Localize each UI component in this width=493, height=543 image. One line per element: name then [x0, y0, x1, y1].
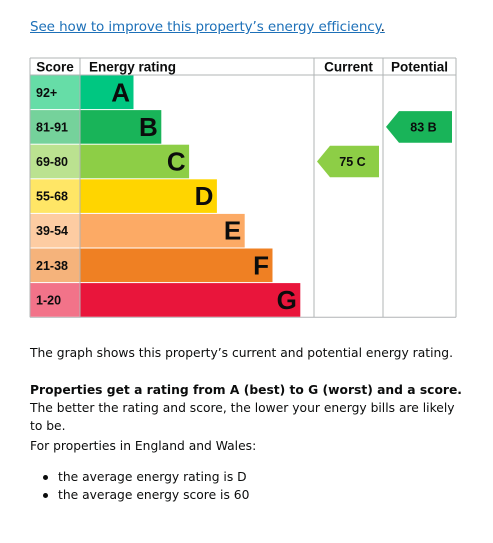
rating-explanation-bold: Properties get a rating from A (best) to…	[30, 383, 462, 397]
band-letter-e: E	[224, 216, 241, 246]
band-letter-g: G	[277, 285, 297, 315]
score-label-d: 55-68	[36, 190, 68, 204]
band-bar-c	[80, 144, 190, 179]
average-score-item: the average energy score is 60	[30, 486, 249, 504]
band-bar-e	[80, 213, 245, 248]
header-current: Current	[324, 60, 373, 75]
header-score: Score	[36, 60, 74, 75]
score-label-f: 21-38	[36, 259, 68, 273]
header-energy-rating: Energy rating	[89, 60, 176, 75]
average-rating-item: the average energy rating is D	[30, 468, 249, 486]
rating-explanation: Properties get a rating from A (best) to…	[30, 381, 470, 435]
band-letter-d: D	[195, 181, 214, 211]
current-rating-label: 75 C	[339, 155, 365, 169]
graph-description: The graph shows this property’s current …	[30, 346, 454, 360]
score-cell-f	[30, 248, 80, 283]
band-bar-d	[80, 179, 217, 213]
score-cell-e	[30, 213, 80, 248]
potential-rating-label: 83 B	[410, 120, 436, 134]
band-letter-f: F	[253, 250, 269, 280]
potential-rating-arrow	[386, 111, 452, 143]
band-bar-a	[80, 75, 134, 110]
score-label-g: 1-20	[36, 293, 61, 307]
chart-arrows: 75 C 83 B	[317, 111, 452, 178]
score-label-b: 81-91	[36, 120, 68, 134]
band-letter-c: C	[167, 147, 186, 177]
score-label-e: 39-54	[36, 224, 68, 238]
england-wales-heading: For properties in England and Wales:	[30, 439, 257, 453]
link-full-stop: .	[380, 19, 385, 35]
chart-bands: 92+ A 81-91 B 69-80 C 55-68 D 39-54 E 21-38 F 1-20 G	[30, 75, 301, 317]
band-bar-b	[80, 110, 162, 144]
band-bar-f	[80, 248, 273, 283]
chart-headers: Score Energy rating Current Potential	[36, 60, 448, 75]
averages-list: the average energy rating is D the avera…	[30, 468, 249, 504]
score-label-a: 92+	[36, 86, 57, 100]
header-potential: Potential	[391, 60, 448, 75]
chart-grid	[29, 57, 457, 318]
energy-rating-chart: Score Energy rating Current Potential 92+ A 8…	[29, 57, 457, 318]
score-cell-d	[30, 179, 80, 213]
score-label-c: 69-80	[36, 155, 68, 169]
band-letter-a: A	[111, 77, 130, 107]
score-cell-c	[30, 144, 80, 179]
score-cell-a	[30, 75, 80, 110]
score-cell-g	[30, 283, 80, 317]
band-bar-g	[80, 283, 301, 317]
improve-efficiency-link-text[interactable]: See how to improve this property’s energ…	[30, 19, 381, 35]
current-rating-arrow	[317, 145, 379, 178]
rating-explanation-rest: The better the rating and score, the low…	[30, 401, 455, 433]
score-cell-b	[30, 110, 80, 144]
improve-efficiency-link[interactable]: See how to improve this property’s energ…	[30, 19, 385, 35]
band-letter-b: B	[139, 112, 158, 142]
